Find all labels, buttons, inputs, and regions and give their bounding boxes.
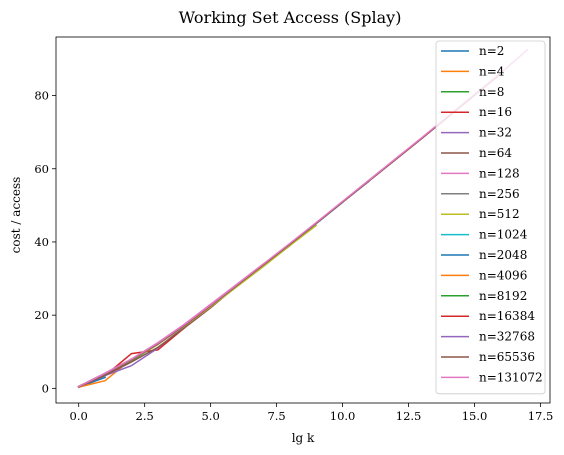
y-tick-label: 40	[34, 235, 49, 249]
legend-label: n=2	[479, 44, 504, 58]
series-line-n=32	[77, 304, 212, 388]
x-tick-label: 12.5	[396, 409, 422, 423]
y-tick-label: 0	[42, 381, 49, 395]
series-line-n=64	[77, 284, 239, 388]
axes-frame	[55, 36, 551, 404]
legend: n=2 n=4 n=8 n=16 n=32 n=64 n=128 n=256 n=512 n=10…	[435, 40, 546, 395]
series-line-n=2048	[77, 180, 371, 388]
y-tick-label: 80	[34, 89, 49, 103]
series-line-n=8192	[77, 137, 423, 388]
series-line-n=1024	[77, 201, 344, 388]
x-tick-label: 17.5	[528, 409, 554, 423]
y-tick-label: 20	[34, 308, 49, 322]
legend-label: n=32768	[479, 330, 535, 344]
y-axis-label: cost / access	[9, 177, 23, 254]
legend-label: n=4096	[479, 268, 527, 282]
ticks: 0.0 2.5 5.0 7.5 10.0 12.5 15.0 17.5 0 20 40 60 80	[34, 89, 553, 423]
x-tick-label: 2.5	[136, 409, 154, 423]
chart-title: Working Set Access (Splay)	[179, 8, 402, 27]
legend-label: n=512	[479, 207, 520, 221]
x-tick-label: 0.0	[70, 409, 88, 423]
legend-label: n=128	[479, 166, 520, 180]
legend-label: n=256	[479, 187, 520, 201]
legend-label: n=2048	[479, 248, 527, 262]
y-tick-label: 60	[34, 162, 49, 176]
legend-label: n=16384	[479, 309, 535, 323]
x-tick-label: 10.0	[330, 409, 356, 423]
legend-label: n=64	[479, 146, 512, 160]
legend-label: n=1024	[479, 228, 528, 242]
legend-label: n=8	[479, 85, 504, 99]
series-line-n=512	[77, 224, 318, 388]
legend-label: n=16	[479, 105, 512, 119]
legend-label: n=8192	[479, 289, 527, 303]
x-tick-label: 15.0	[462, 409, 488, 423]
x-axis-label: lg k	[292, 431, 315, 445]
series-line-n=256	[77, 244, 291, 388]
legend-label: n=65536	[479, 350, 535, 364]
series-line-n=128	[77, 262, 265, 388]
legend-label: n=4	[479, 64, 505, 78]
x-tick-label: 7.5	[267, 409, 285, 423]
x-tick-label: 5.0	[201, 409, 219, 423]
legend-box	[435, 40, 546, 395]
series-line-n=16384	[77, 115, 450, 388]
series-line-n=4096	[77, 158, 397, 388]
series-line-n=32768	[77, 94, 476, 388]
legend-label: n=32	[479, 126, 512, 140]
legend-label: n=131072	[479, 370, 543, 384]
plot-area	[55, 36, 551, 404]
